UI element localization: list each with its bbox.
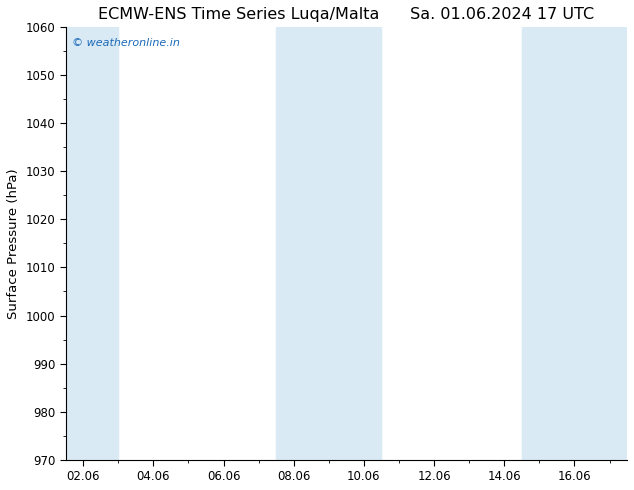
Bar: [574, 27, 627, 460]
Bar: [329, 27, 382, 460]
Bar: [522, 27, 574, 460]
Y-axis label: Surface Pressure (hPa): Surface Pressure (hPa): [7, 168, 20, 319]
Bar: [276, 27, 329, 460]
Title: ECMW-ENS Time Series Luqa/Malta      Sa. 01.06.2024 17 UTC: ECMW-ENS Time Series Luqa/Malta Sa. 01.0…: [98, 7, 595, 22]
Bar: [66, 27, 119, 460]
Text: © weatheronline.in: © weatheronline.in: [72, 38, 180, 48]
